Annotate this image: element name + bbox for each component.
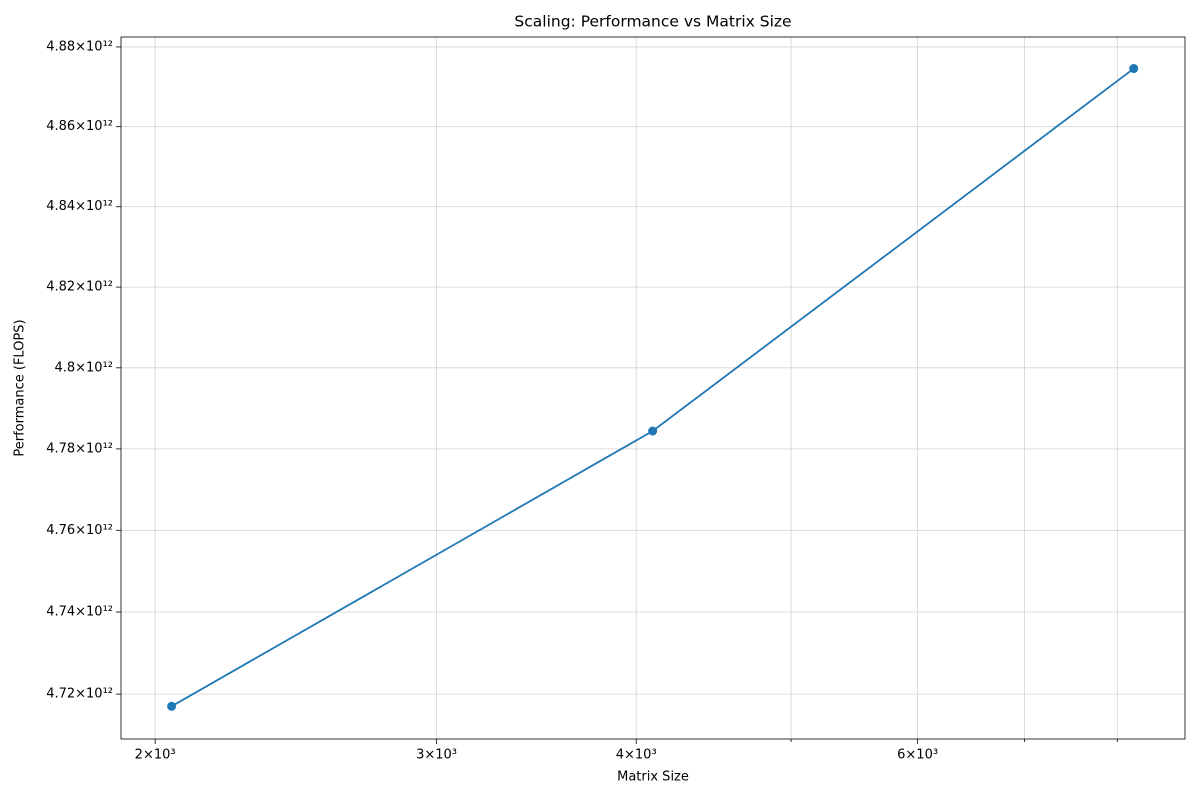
- x-tick-label: 2×10³: [135, 748, 176, 763]
- chart-title: Scaling: Performance vs Matrix Size: [514, 13, 791, 31]
- y-tick-label: 4.74×10¹²: [46, 605, 113, 620]
- y-tick-label: 4.82×10¹²: [46, 280, 113, 295]
- y-tick-label: 4.88×10¹²: [46, 39, 113, 54]
- y-tick-label: 4.72×10¹²: [46, 687, 113, 702]
- x-tick-label: 6×10³: [897, 748, 938, 763]
- x-axis-label: Matrix Size: [617, 770, 689, 785]
- data-point: [648, 426, 658, 436]
- plot-frame: [120, 36, 1186, 740]
- x-tick-label: 4×10³: [616, 748, 657, 763]
- y-tick-label: 4.84×10¹²: [46, 199, 113, 214]
- x-tick-label: 3×10³: [416, 748, 457, 763]
- y-tick-label: 4.8×10¹²: [54, 360, 113, 375]
- data-point: [1129, 64, 1139, 74]
- y-axis-label: Performance (FLOPS): [13, 319, 28, 456]
- y-tick-label: 4.78×10¹²: [46, 441, 113, 456]
- y-tick-label: 4.76×10¹²: [46, 523, 113, 538]
- y-tick-label: 4.86×10¹²: [46, 119, 113, 134]
- data-point: [167, 701, 177, 711]
